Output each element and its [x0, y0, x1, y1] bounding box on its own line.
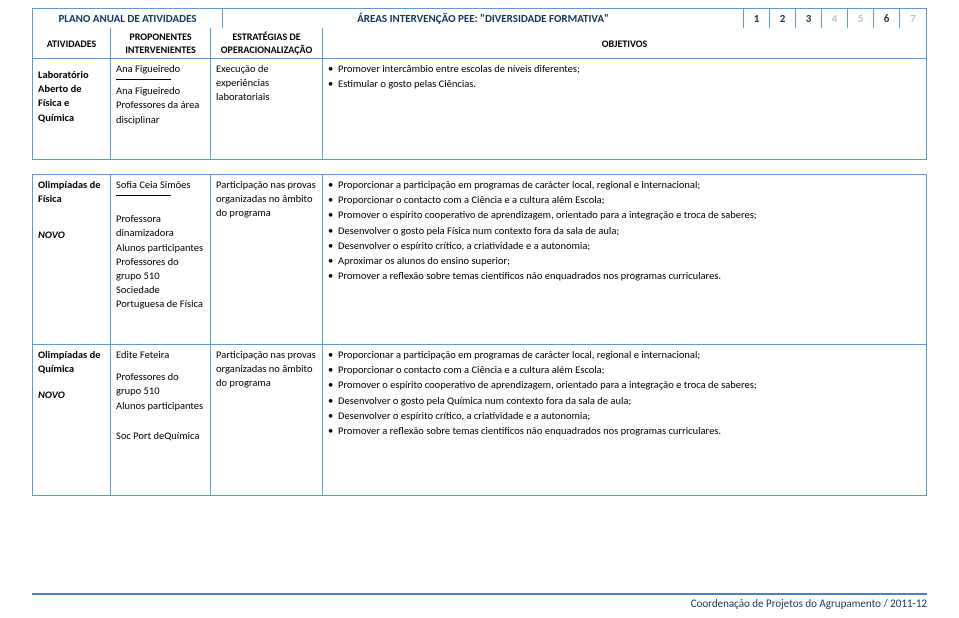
col-atividades: ATIVIDADES [33, 28, 111, 58]
prop-bot: Professora dinamizadora Alunos participa… [116, 212, 205, 311]
cell-proponentes: Sofia Ceia Simões Professora dinamizador… [111, 175, 211, 344]
cell-objetivos: Promover intercâmbio entre escolas de ní… [323, 59, 926, 159]
col-estrategias-l1: ESTRATÉGIAS DE [215, 30, 318, 43]
col-proponentes-l2: INTERVENIENTES [115, 43, 206, 56]
table-block-2: Olimpíadas de Física NOVO Sofia Ceia Sim… [32, 174, 927, 496]
prop-top: Edite Feteira [116, 348, 205, 362]
atividade-text: Laboratório Aberto de Física e Química [38, 68, 89, 124]
atividade-l1: Olimpíadas de [38, 348, 101, 361]
header-num-1: 1 [744, 9, 770, 28]
table-head: ATIVIDADES PROPONENTES INTERVENIENTES ES… [33, 28, 926, 59]
cell-proponentes: Edite Feteira Professores do grupo 510 A… [111, 345, 211, 495]
atividade-novo: NOVO [38, 228, 65, 241]
cell-objetivos: Proporcionar a participação em programas… [323, 345, 926, 495]
obj-item: Estimular o gosto pelas Ciências. [328, 77, 921, 91]
table-row: Olimpíadas de Química NOVO Edite Feteira… [33, 345, 926, 495]
col-estrategias: ESTRATÉGIAS DE OPERACIONALIZAÇÃO [211, 28, 323, 58]
separator-line [116, 79, 171, 80]
obj-item: Desenvolver o espírito crítico, a criati… [328, 409, 921, 423]
header-areas: ÁREAS INTERVENÇÃO PEE: "DIVERSIDADE FORM… [223, 9, 744, 28]
header-title: PLANO ANUAL DE ATIVIDADES [33, 9, 223, 28]
header-num-6: 6 [874, 9, 900, 28]
document-page: PLANO ANUAL DE ATIVIDADES ÁREAS INTERVEN… [0, 0, 959, 496]
page-footer: Coordenação de Projetos do Agrupamento /… [32, 593, 927, 610]
cell-proponentes: Ana Figueiredo Ana Figueiredo Professore… [111, 59, 211, 159]
col-estrategias-l2: OPERACIONALIZAÇÃO [215, 43, 318, 56]
header-num-7: 7 [900, 9, 926, 28]
table-block-1: ATIVIDADES PROPONENTES INTERVENIENTES ES… [32, 28, 927, 160]
cell-estrategia: Execução de experiências laboratoriais [211, 59, 323, 159]
prop-top: Ana Figueiredo [116, 62, 205, 76]
col-proponentes-l1: PROPONENTES [115, 30, 206, 43]
atividade-l2: Física [38, 192, 62, 205]
obj-item: Aproximar os alunos do ensino superior; [328, 254, 921, 268]
atividade-l2: Química [38, 362, 74, 375]
atividade-l1: Olimpíadas de [38, 178, 101, 191]
header-row: PLANO ANUAL DE ATIVIDADES ÁREAS INTERVEN… [32, 8, 927, 28]
header-num-2: 2 [770, 9, 796, 28]
col-proponentes: PROPONENTES INTERVENIENTES [111, 28, 211, 58]
cell-objetivos: Proporcionar a participação em programas… [323, 175, 926, 344]
separator-line [116, 195, 171, 196]
header-nums: 1 2 3 4 5 6 7 [744, 9, 926, 28]
obj-item: Desenvolver o espírito crítico, a criati… [328, 239, 921, 253]
atividade-novo: NOVO [38, 388, 65, 401]
table-row: Olimpíadas de Física NOVO Sofia Ceia Sim… [33, 175, 926, 345]
prop-top: Sofia Ceia Simões [116, 178, 205, 192]
obj-item: Proporcionar o contacto com a Ciência e … [328, 193, 921, 207]
header-num-3: 3 [796, 9, 822, 28]
prop-bot: Soc Port deQuímica [116, 429, 205, 443]
obj-item: Desenvolver o gosto pela Física num cont… [328, 224, 921, 238]
obj-item: Promover a reflexão sobre temas científi… [328, 424, 921, 438]
header-num-5: 5 [848, 9, 874, 28]
prop-mid: Professores do grupo 510 Alunos particip… [116, 370, 205, 413]
cell-atividade: Laboratório Aberto de Física e Química [33, 59, 111, 159]
obj-item: Desenvolver o gosto pela Química num con… [328, 394, 921, 408]
prop-bot: Ana Figueiredo Professores da área disci… [116, 84, 205, 127]
cell-estrategia: Participação nas provas organizadas no â… [211, 345, 323, 495]
obj-item: Promover o espírito cooperativo de apren… [328, 208, 921, 222]
table-row: Laboratório Aberto de Física e Química A… [33, 59, 926, 159]
cell-atividade: Olimpíadas de Química NOVO [33, 345, 111, 495]
cell-atividade: Olimpíadas de Física NOVO [33, 175, 111, 344]
obj-item: Promover intercâmbio entre escolas de ní… [328, 62, 921, 76]
obj-item: Proporcionar a participação em programas… [328, 178, 921, 192]
obj-item: Promover o espírito cooperativo de apren… [328, 378, 921, 392]
obj-item: Promover a reflexão sobre temas científi… [328, 269, 921, 283]
obj-item: Proporcionar a participação em programas… [328, 348, 921, 362]
col-objetivos: OBJETIVOS [323, 28, 926, 58]
obj-item: Proporcionar o contacto com a Ciência e … [328, 363, 921, 377]
cell-estrategia: Participação nas provas organizadas no â… [211, 175, 323, 344]
header-num-4: 4 [822, 9, 848, 28]
